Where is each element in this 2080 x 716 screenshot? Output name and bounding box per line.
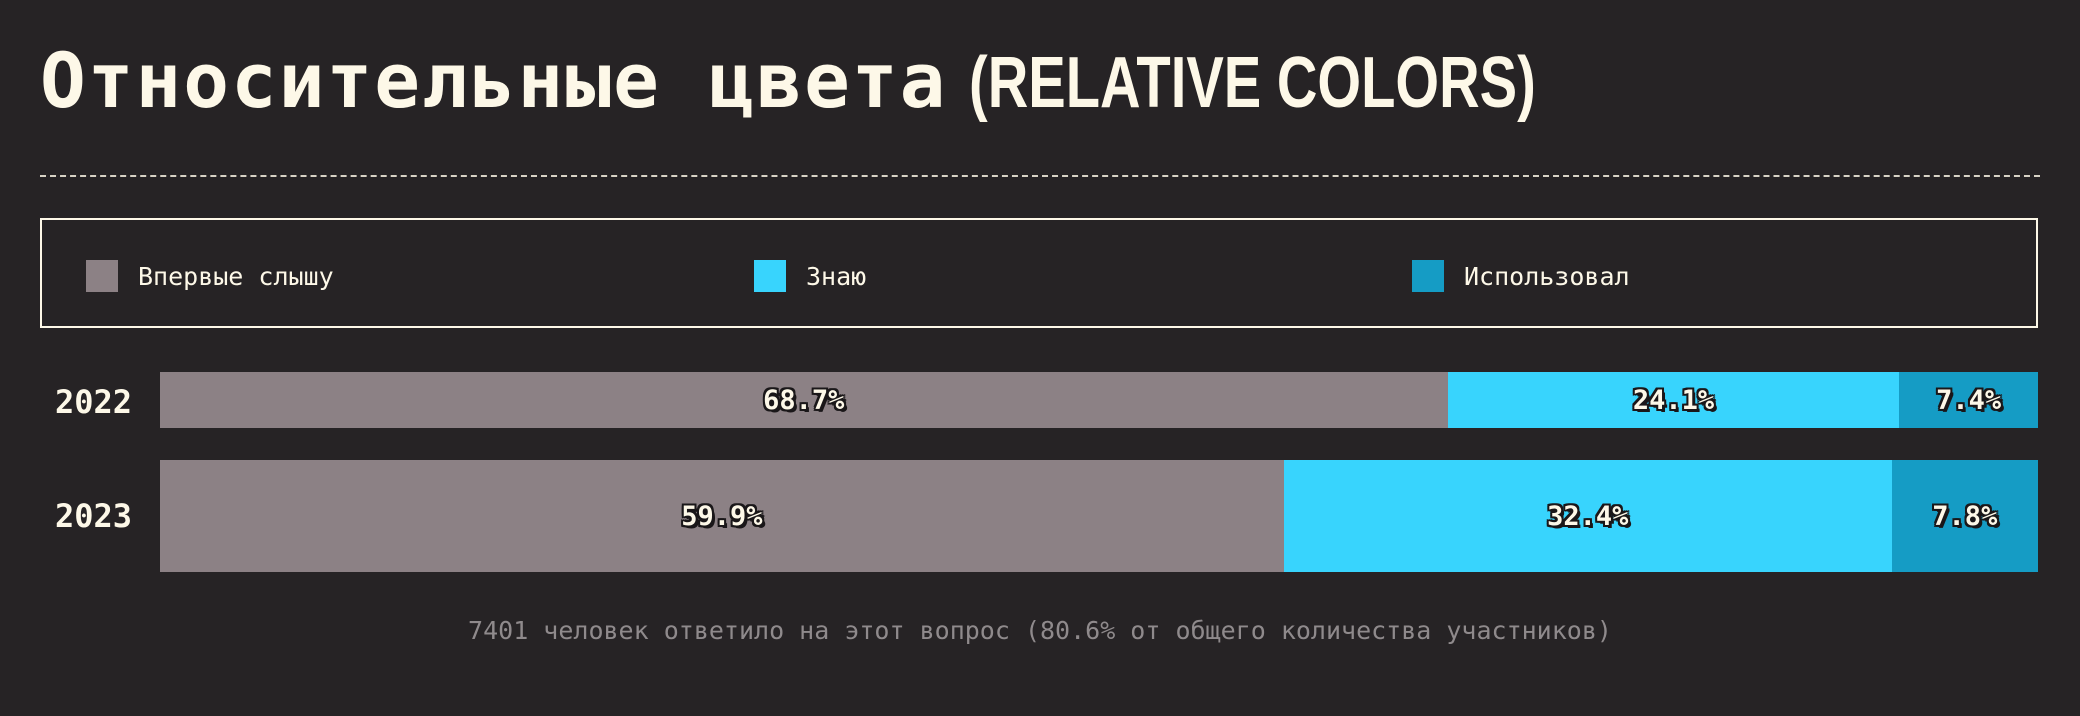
category-label-2023: 2023 — [55, 497, 133, 535]
chart-legend: Впервые слышу Знаю Использовал — [40, 218, 2038, 328]
chart-title-sub: (RELATIVE COLORS) — [969, 43, 1537, 123]
bar-label-2023-know: 32.4% — [1547, 500, 1629, 532]
legend-label-know: Знаю — [806, 261, 867, 291]
bar-segment-2023-heard-first: 59.9% — [160, 460, 1284, 572]
legend-swatch-know — [754, 260, 786, 292]
legend-item-used: Использовал — [1412, 260, 1630, 292]
bar-label-2022-know: 24.1% — [1632, 384, 1715, 416]
bar-segment-2023-know: 32.4% — [1283, 460, 1892, 572]
bar-segment-2023-used: 7.8% — [1891, 460, 2038, 572]
footnote: 7401 человек ответило на этот вопрос (80… — [468, 616, 1612, 645]
bar-label-2023-used: 7.8% — [1932, 500, 1998, 532]
legend-item-heard-first: Впервые слышу — [86, 260, 334, 292]
category-label-2022: 2022 — [55, 383, 133, 421]
legend-label-used: Использовал — [1464, 261, 1630, 291]
bar-row-2022: 68.7% 24.1% 7.4% — [160, 372, 2038, 428]
bar-label-2022-heard-first: 68.7% — [763, 384, 845, 416]
legend-swatch-used — [1412, 260, 1444, 292]
bar-segment-2022-know: 24.1% — [1447, 372, 1900, 428]
legend-swatch-heard-first — [86, 260, 118, 292]
bar-row-2023: 59.9% 32.4% 7.8% — [160, 460, 2038, 572]
title-divider — [40, 175, 2040, 177]
bar-label-2023-heard-first: 59.9% — [681, 500, 763, 532]
bar-segment-2022-used: 7.4% — [1899, 372, 2038, 428]
bar-segment-2022-heard-first: 68.7% — [160, 372, 1448, 428]
chart-title-main: Относительные цвета — [40, 36, 948, 125]
bar-label-2022-used: 7.4% — [1936, 384, 2002, 416]
legend-label-heard-first: Впервые слышу — [138, 261, 334, 291]
legend-item-know: Знаю — [754, 260, 866, 292]
chart-title: Относительные цвета (RELATIVE COLORS) — [40, 36, 1696, 136]
